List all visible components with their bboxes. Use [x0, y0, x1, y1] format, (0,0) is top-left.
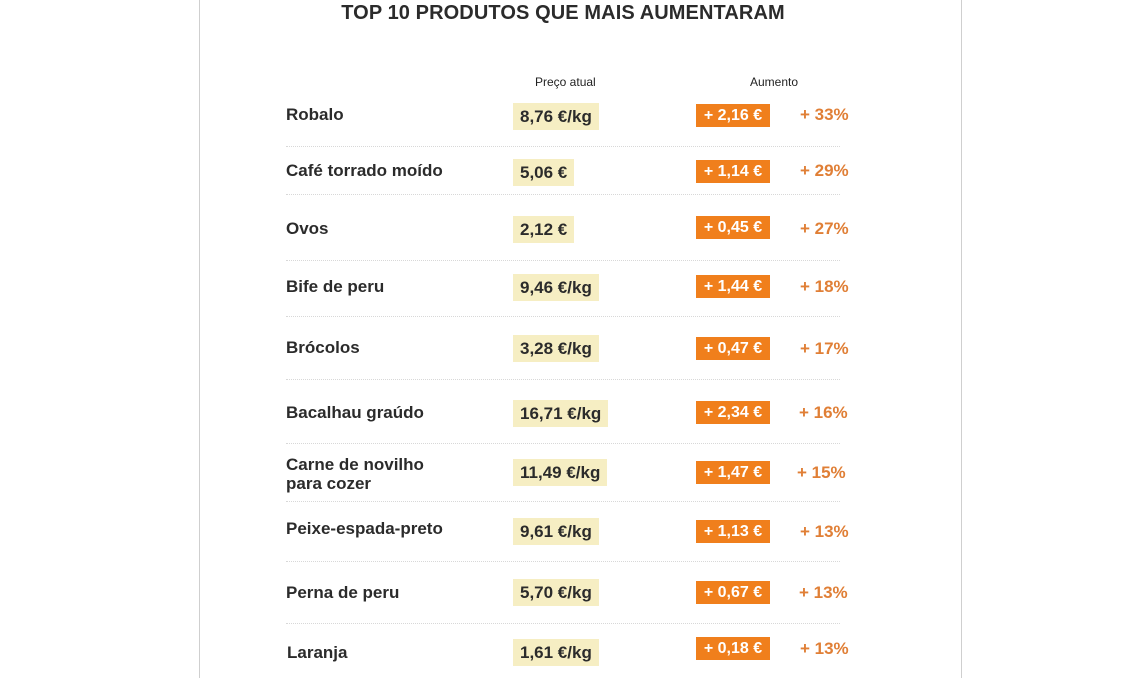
- increase-percent: + 13%: [799, 583, 848, 602]
- product-name: Bife de peru: [286, 277, 385, 296]
- increase-amount-badge: + 2,16 €: [696, 104, 770, 127]
- table-row: Ovos 2,12 € + 0,45 € + 27%: [286, 216, 849, 261]
- increase-percent: + 13%: [800, 522, 849, 541]
- increase-amount-badge: + 0,18 €: [696, 637, 770, 660]
- increase-amount-badge: + 0,45 €: [696, 216, 770, 239]
- table-row: Café torrado moído 5,06 € + 1,14 € + 29%: [286, 159, 849, 199]
- increase-percent: + 17%: [800, 339, 849, 358]
- current-price: 9,61 €/kg: [513, 518, 599, 545]
- product-name: Peixe-espada-preto: [286, 519, 443, 538]
- row-divider: [286, 146, 840, 147]
- table-row: Laranja 1,61 €/kg + 0,18 € + 13%: [286, 637, 849, 678]
- increase-amount-badge: + 1,14 €: [696, 160, 770, 183]
- row-divider: [286, 501, 840, 502]
- increase-column-header: Aumento: [750, 75, 799, 89]
- product-name: Brócolos: [286, 338, 360, 357]
- increase-percent: + 13%: [800, 639, 849, 658]
- table-row: Bife de peru 9,46 €/kg + 1,44 € + 18%: [286, 274, 849, 317]
- increase-percent: + 18%: [800, 277, 849, 296]
- row-divider: [286, 316, 840, 317]
- current-price: 3,28 €/kg: [513, 335, 599, 362]
- row-divider: [286, 623, 840, 624]
- product-name: Robalo: [286, 105, 344, 124]
- current-price: 16,71 €/kg: [513, 400, 609, 427]
- product-name: Ovos: [286, 219, 329, 238]
- table-row: Carne de novilho para cozer 11,49 €/kg + 1…: [286, 455, 846, 502]
- table-row: Bacalhau graúdo 16,71 €/kg + 2,34 € + 16%: [286, 400, 848, 444]
- product-name: Perna de peru: [286, 583, 400, 602]
- product-name: Bacalhau graúdo: [286, 403, 424, 422]
- product-name: Laranja: [287, 643, 348, 662]
- increase-amount-badge: + 1,47 €: [696, 461, 770, 484]
- current-price: 5,70 €/kg: [513, 579, 599, 606]
- increase-amount-badge: + 1,13 €: [696, 520, 770, 543]
- increase-amount-badge: + 1,44 €: [696, 275, 770, 298]
- row-divider: [286, 260, 840, 261]
- table-row: Perna de peru 5,70 €/kg + 0,67 € + 13%: [286, 579, 848, 624]
- price-column-header: Preço atual: [535, 75, 596, 89]
- row-divider: [286, 443, 840, 444]
- product-name: Café torrado moído: [286, 161, 443, 180]
- increase-percent: + 33%: [800, 105, 849, 124]
- increase-amount-badge: + 0,67 €: [696, 581, 770, 604]
- page-title: TOP 10 PRODUTOS QUE MAIS AUMENTARAM: [341, 2, 785, 24]
- current-price: 11,49 €/kg: [513, 459, 608, 486]
- row-divider: [286, 379, 840, 380]
- current-price: 1,61 €/kg: [513, 639, 599, 666]
- increase-percent: + 29%: [800, 161, 849, 180]
- table-row: Robalo 8,76 €/kg + 2,16 € + 33%: [286, 103, 849, 147]
- row-divider: [286, 561, 840, 562]
- product-name: Carne de novilho para cozer: [286, 455, 424, 493]
- table-row: Brócolos 3,28 €/kg + 0,47 € + 17%: [286, 335, 849, 380]
- current-price: 8,76 €/kg: [513, 103, 599, 130]
- current-price: 9,46 €/kg: [513, 274, 599, 301]
- increase-percent: + 16%: [799, 403, 848, 422]
- increase-percent: + 15%: [797, 463, 846, 482]
- current-price: 5,06 €: [513, 159, 575, 186]
- increase-amount-badge: + 2,34 €: [696, 401, 770, 424]
- table-row: Peixe-espada-preto 9,61 €/kg + 1,13 € + 13%: [286, 518, 849, 562]
- row-divider: [286, 194, 840, 195]
- increase-amount-badge: + 0,47 €: [696, 337, 770, 360]
- current-price: 2,12 €: [513, 216, 575, 243]
- increase-percent: + 27%: [800, 219, 849, 238]
